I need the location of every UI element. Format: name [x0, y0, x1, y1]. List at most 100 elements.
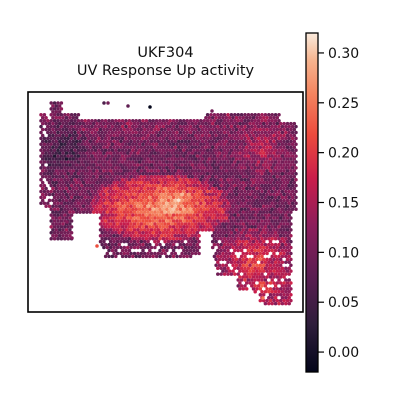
- spot: [103, 254, 108, 259]
- spot: [280, 242, 285, 247]
- spot: [129, 121, 133, 126]
- spot: [265, 228, 269, 232]
- spot: [170, 157, 174, 161]
- spot: [243, 236, 247, 241]
- spot: [52, 225, 57, 229]
- spot: [74, 133, 79, 138]
- spot: [88, 186, 93, 191]
- spot: [175, 136, 179, 141]
- spot: [122, 198, 127, 203]
- spot: [148, 172, 152, 176]
- colorbar-gradient: [306, 33, 318, 372]
- spot: [280, 130, 285, 135]
- spot: [217, 175, 222, 179]
- spot: [85, 169, 89, 173]
- spot: [229, 118, 234, 123]
- spot: [202, 219, 206, 223]
- spot: [289, 127, 293, 132]
- spot: [265, 222, 269, 226]
- spot: [284, 172, 288, 176]
- spot: [224, 157, 229, 161]
- spot: [163, 151, 167, 155]
- spot: [40, 198, 45, 203]
- spot: [270, 231, 274, 235]
- spot: [204, 186, 208, 191]
- spot: [241, 139, 246, 144]
- spot: [272, 228, 276, 232]
- spot: [100, 148, 104, 152]
- spot: [261, 204, 266, 208]
- spot: [255, 169, 259, 173]
- spot: [212, 130, 217, 135]
- spot: [229, 160, 234, 164]
- spot: [68, 151, 72, 155]
- spot: [74, 180, 79, 185]
- spot: [168, 142, 172, 147]
- spot: [270, 160, 274, 164]
- spot: [285, 169, 290, 173]
- spot: [294, 195, 298, 200]
- spot: [125, 204, 130, 208]
- spot: [124, 219, 128, 223]
- spot: [273, 231, 278, 235]
- spot: [265, 163, 269, 167]
- spot: [59, 225, 64, 229]
- spot: [236, 148, 240, 152]
- spot: [178, 172, 183, 176]
- spot: [209, 177, 213, 182]
- spot: [141, 248, 145, 253]
- spot: [93, 177, 98, 182]
- spot: [64, 204, 69, 208]
- spot: [102, 101, 106, 105]
- spot: [292, 175, 297, 179]
- spot: [226, 242, 230, 247]
- spot: [98, 127, 103, 132]
- spot: [132, 204, 137, 208]
- spot: [277, 183, 281, 188]
- spot: [282, 269, 286, 273]
- spot: [146, 204, 150, 208]
- spot: [95, 192, 99, 197]
- spot: [263, 118, 268, 123]
- spot: [239, 177, 244, 182]
- spot: [243, 231, 247, 235]
- spot: [248, 234, 252, 238]
- spot: [102, 186, 106, 191]
- spot: [253, 154, 257, 158]
- spot: [105, 151, 110, 155]
- spot: [117, 231, 121, 235]
- spot: [287, 166, 291, 170]
- spot: [219, 142, 223, 147]
- spot: [180, 198, 184, 203]
- spot: [287, 207, 291, 211]
- spot: [207, 145, 212, 149]
- spot: [165, 130, 169, 135]
- spot: [136, 228, 140, 232]
- spot: [188, 177, 193, 182]
- spot: [263, 207, 268, 211]
- spot: [86, 154, 91, 158]
- spot: [151, 166, 155, 170]
- spot: [173, 127, 178, 132]
- spot: [86, 130, 91, 135]
- spot: [59, 142, 64, 147]
- spot: [273, 142, 278, 147]
- spot: [185, 248, 189, 253]
- spot: [273, 172, 278, 176]
- spot: [234, 163, 239, 167]
- spot: [61, 216, 65, 220]
- spot: [244, 163, 249, 167]
- spot: [40, 186, 45, 191]
- spot: [81, 151, 86, 155]
- spot: [103, 236, 108, 241]
- spot: [263, 260, 268, 265]
- spot: [134, 189, 138, 194]
- spot: [56, 142, 60, 147]
- spot: [289, 151, 293, 155]
- spot: [125, 121, 130, 126]
- spot: [267, 242, 271, 247]
- spot: [248, 139, 252, 144]
- spot: [61, 175, 65, 179]
- spot: [161, 248, 166, 253]
- spot: [166, 180, 171, 185]
